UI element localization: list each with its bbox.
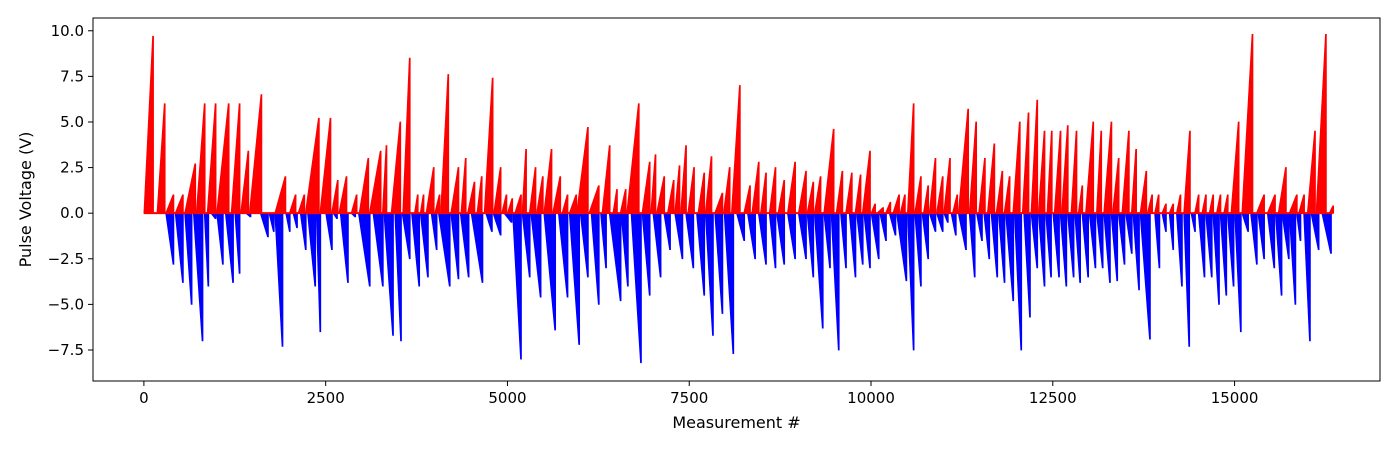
- x-tick-label: 5000: [488, 389, 526, 407]
- x-tick-label: 10000: [847, 389, 895, 407]
- x-axis-ticks: 0 2500 5000 7500 10000 12500 15000: [139, 381, 1258, 407]
- x-axis-label: Measurement #: [672, 413, 800, 432]
- axes-frame: [92, 17, 1381, 382]
- y-tick-label: 7.5: [60, 67, 84, 85]
- x-tick-label: 0: [139, 389, 149, 407]
- y-tick-label: −2.5: [48, 250, 84, 268]
- y-tick-label: −7.5: [48, 341, 84, 359]
- y-tick-label: 2.5: [60, 159, 84, 177]
- y-axis-ticks: −7.5 −5.0 −2.5 0.0 2.5 5.0 7.5 10.0: [48, 22, 93, 359]
- y-axis-label: Pulse Voltage (V): [16, 132, 35, 268]
- x-tick-label: 15000: [1211, 389, 1259, 407]
- x-tick-label: 12500: [1029, 389, 1077, 407]
- y-tick-label: 5.0: [60, 113, 84, 131]
- y-tick-label: 0.0: [60, 204, 84, 222]
- plot-marks: [143, 34, 1335, 364]
- x-tick-label: 2500: [307, 389, 345, 407]
- y-tick-label: 10.0: [51, 22, 84, 40]
- x-tick-label: 7500: [670, 389, 708, 407]
- y-tick-label: −5.0: [48, 295, 84, 313]
